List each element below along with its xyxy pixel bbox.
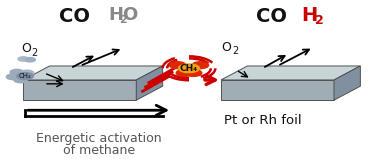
Polygon shape bbox=[136, 66, 163, 100]
Circle shape bbox=[6, 74, 20, 80]
Text: CH₄: CH₄ bbox=[19, 73, 31, 79]
Text: H: H bbox=[301, 6, 318, 25]
Text: Energetic activation: Energetic activation bbox=[36, 132, 161, 145]
Circle shape bbox=[185, 69, 202, 76]
Text: CO: CO bbox=[59, 7, 90, 26]
Text: 2: 2 bbox=[314, 14, 323, 27]
Circle shape bbox=[176, 69, 193, 76]
Polygon shape bbox=[23, 66, 163, 80]
Text: 2: 2 bbox=[232, 46, 238, 56]
Text: Pt or Rh foil: Pt or Rh foil bbox=[224, 114, 301, 127]
Circle shape bbox=[17, 73, 34, 80]
Circle shape bbox=[178, 64, 200, 73]
Text: O: O bbox=[122, 7, 138, 24]
Circle shape bbox=[192, 62, 209, 69]
Circle shape bbox=[18, 57, 29, 61]
Text: 2: 2 bbox=[119, 15, 127, 25]
Text: O: O bbox=[222, 41, 232, 54]
Text: CH₄: CH₄ bbox=[180, 64, 198, 73]
Circle shape bbox=[10, 69, 24, 75]
Circle shape bbox=[25, 58, 35, 62]
Text: CO: CO bbox=[256, 7, 287, 26]
Circle shape bbox=[14, 77, 28, 83]
Text: of methane: of methane bbox=[62, 144, 135, 157]
Circle shape bbox=[169, 62, 186, 69]
Polygon shape bbox=[221, 66, 360, 80]
Text: O: O bbox=[22, 42, 31, 55]
Text: 2: 2 bbox=[31, 48, 38, 58]
Polygon shape bbox=[23, 80, 136, 100]
Circle shape bbox=[20, 70, 34, 76]
Polygon shape bbox=[221, 80, 334, 100]
Polygon shape bbox=[334, 66, 360, 100]
Text: H: H bbox=[108, 7, 123, 24]
